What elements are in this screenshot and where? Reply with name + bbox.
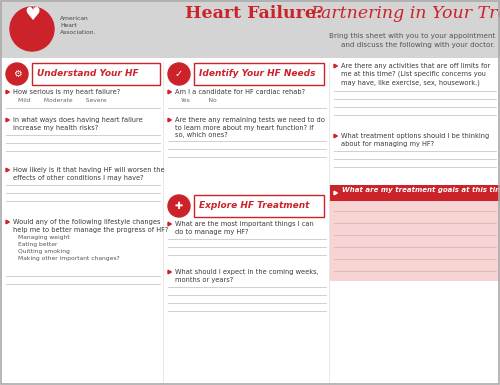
Polygon shape [334,134,338,138]
Polygon shape [334,191,338,195]
Text: Identify Your HF Needs: Identify Your HF Needs [199,70,316,79]
Polygon shape [334,64,338,68]
Polygon shape [6,220,10,224]
Text: 🔥: 🔥 [30,5,34,11]
Text: Heart Failure:: Heart Failure: [185,5,328,22]
Text: Am I a candidate for HF cardiac rehab?: Am I a candidate for HF cardiac rehab? [175,89,305,95]
Text: Yes          No: Yes No [180,98,217,103]
Text: ✓: ✓ [175,69,183,79]
Text: How likely is it that having HF will worsen the
effects of other conditions I ma: How likely is it that having HF will wor… [13,167,164,181]
Bar [330,185,500,201]
Text: What should I expect in the coming weeks,
months or years?: What should I expect in the coming weeks… [175,269,318,283]
Text: In what ways does having heart failure
increase my health risks?: In what ways does having heart failure i… [13,117,143,131]
Bar [32,63,160,85]
Bar [194,195,324,217]
Text: Understand Your HF: Understand Your HF [37,70,138,79]
Circle shape [168,63,190,85]
Text: Are there any remaining tests we need to do
to learn more about my heart functio: Are there any remaining tests we need to… [175,117,325,139]
Text: ✚: ✚ [175,201,183,211]
Polygon shape [168,222,172,226]
Polygon shape [168,118,172,122]
Text: Mild       Moderate       Severe: Mild Moderate Severe [18,98,106,103]
Polygon shape [168,90,172,94]
Text: Are there any activities that are off limits for
me at this time? (List specific: Are there any activities that are off li… [341,63,490,85]
Polygon shape [6,168,10,172]
Text: Managing weight
Eating better
Quitting smoking
Making other important changes?: Managing weight Eating better Quitting s… [18,235,120,261]
Bar [0,0,500,58]
Circle shape [6,63,28,85]
Polygon shape [6,90,10,94]
Polygon shape [168,270,172,274]
Bar [194,63,324,85]
Text: How serious is my heart failure?: How serious is my heart failure? [13,89,120,95]
Text: American
Heart
Association.: American Heart Association. [60,16,96,35]
Text: Bring this sheet with you to your appointment
and discuss the following with you: Bring this sheet with you to your appoin… [328,33,495,47]
Text: What treatment options should I be thinking
about for managing my HF?: What treatment options should I be think… [341,133,489,147]
Text: What are the most important things I can
do to manage my HF?: What are the most important things I can… [175,221,314,235]
Text: ⚙: ⚙ [12,69,22,79]
Text: ♥: ♥ [24,6,40,24]
Bar [0,58,500,385]
Text: Partnering in Your Treatment: Partnering in Your Treatment [310,5,500,22]
Circle shape [168,195,190,217]
Bar [330,201,500,281]
Text: Would any of the following lifestyle changes
help me to better manage the progre: Would any of the following lifestyle cha… [13,219,168,233]
Text: Explore HF Treatment: Explore HF Treatment [199,201,310,211]
Polygon shape [6,118,10,122]
Text: What are my treatment goals at this time?: What are my treatment goals at this time… [342,187,500,193]
Circle shape [10,7,54,51]
